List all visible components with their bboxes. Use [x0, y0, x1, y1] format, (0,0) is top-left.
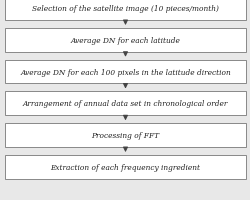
Bar — [5, 155, 245, 179]
Text: Average DN for each 100 pixels in the latitude direction: Average DN for each 100 pixels in the la… — [20, 68, 230, 76]
Text: Selection of the satellite image (10 pieces/month): Selection of the satellite image (10 pie… — [32, 5, 218, 13]
Bar — [5, 124, 245, 147]
Bar — [5, 60, 245, 84]
Text: Processing of FFT: Processing of FFT — [91, 131, 159, 139]
Bar — [5, 92, 245, 116]
Text: Extraction of each frequency ingredient: Extraction of each frequency ingredient — [50, 163, 200, 171]
Text: Arrangement of annual data set in chronological order: Arrangement of annual data set in chrono… — [23, 100, 227, 108]
Text: Average DN for each latitude: Average DN for each latitude — [70, 37, 180, 45]
Bar — [5, 0, 245, 21]
Bar — [5, 29, 245, 52]
